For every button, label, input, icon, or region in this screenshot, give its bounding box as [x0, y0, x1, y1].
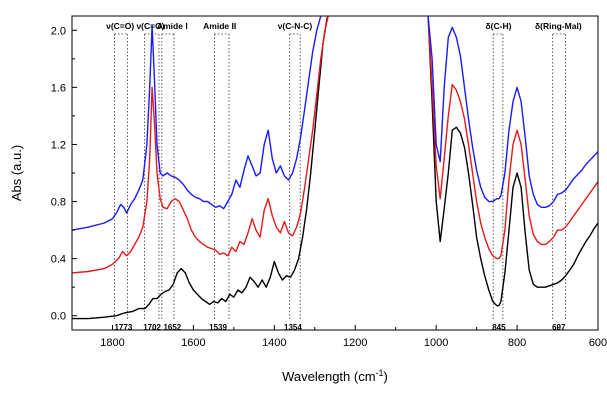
x-axis-title: Wavelength (cm-1): [282, 368, 388, 384]
series-layer: [72, 16, 598, 320]
band-assignment-label: ν(C=O): [106, 21, 134, 31]
x-tick-label: 600: [589, 337, 607, 349]
x-tick-label: 1800: [100, 337, 124, 349]
x-tick-label: 800: [508, 337, 526, 349]
band-assignment-label: ν(C-N-C): [278, 21, 313, 31]
peak-wavenumber-label: 1539: [209, 323, 227, 332]
x-axis-title-superscript: -1: [376, 368, 384, 378]
y-tick-label: 1.2: [51, 139, 66, 151]
y-tick-label: 2.0: [51, 25, 66, 37]
band-assignment-label: Amide I: [157, 21, 188, 31]
peak-wavenumber-label: 1354: [284, 323, 302, 332]
band-assignment-label: δ(Ring-Mal): [535, 21, 582, 31]
band-assignment-label: Amide II: [203, 21, 236, 31]
peak-wavenumber-label: 845: [492, 323, 506, 332]
annotation-layer: ν(C=O) ν(C=O)Amide I Amide II ν(C-N-C) δ(C-H…: [106, 21, 582, 332]
peak-wavenumber-label: 1652: [163, 323, 181, 332]
band-marker-layer: [114, 33, 567, 320]
spectrum-line-1-segment-1: [427, 16, 598, 260]
x-tick-label: 1400: [262, 337, 286, 349]
band-assignment-label: ν(C=O): [136, 21, 164, 31]
y-tick-label: 0.8: [51, 197, 66, 209]
axes-layer: 1800 1600 1400 1200 1000 800 600 0.0 0.4 0.8 1.2 1.…: [51, 25, 607, 349]
band-assignment-label: δ(C-H): [485, 21, 511, 31]
y-tick-label: 1.6: [51, 82, 66, 94]
spectrum-line-0-segment-0: [72, 16, 329, 320]
peak-wavenumber-label: 1773: [114, 323, 132, 332]
spectrum-line-2-segment-1: [427, 16, 598, 208]
x-axis-title-end: ): [384, 369, 388, 384]
peak-wavenumber-label: 697: [552, 323, 566, 332]
x-tick-label: 1000: [424, 337, 448, 349]
x-tick-label: 1600: [181, 337, 205, 349]
x-tick-label: 1200: [343, 337, 367, 349]
x-axis-title-main: Wavelength (cm: [282, 369, 375, 384]
peak-wavenumber-label: 1702: [143, 323, 161, 332]
spectrum-line-1-segment-0: [72, 16, 329, 274]
spectrum-line-0-segment-1: [427, 16, 598, 307]
y-tick-label: 0.4: [51, 254, 66, 266]
y-axis-title: Abs (a.u.): [9, 145, 24, 201]
spectrum-line-2-segment-0: [72, 16, 323, 231]
y-tick-label: 0.0: [51, 311, 66, 323]
